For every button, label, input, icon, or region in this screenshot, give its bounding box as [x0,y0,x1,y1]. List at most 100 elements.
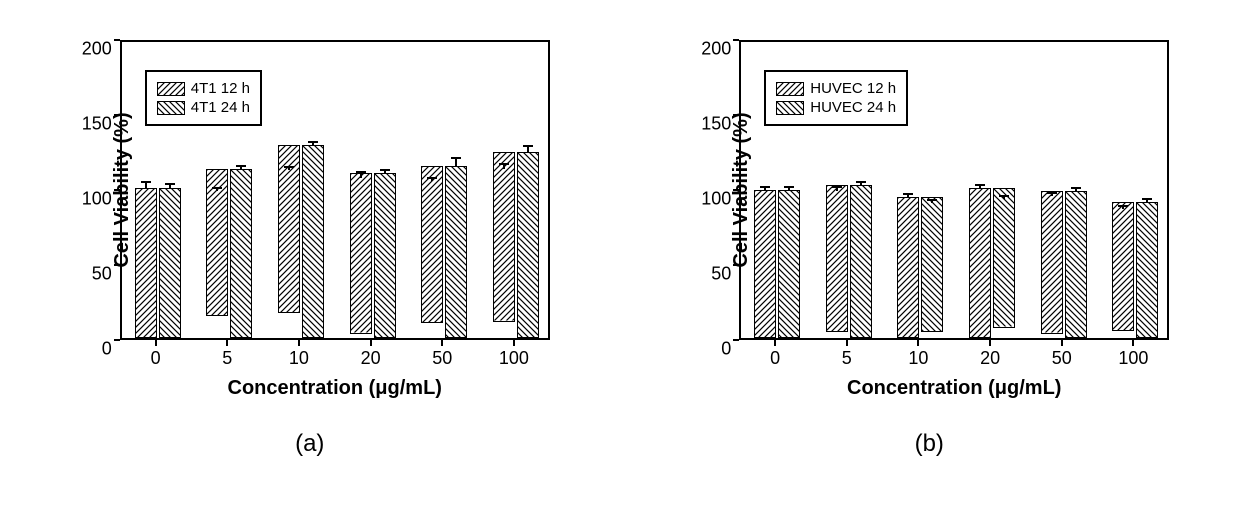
bar-group [825,185,873,338]
x-tick-mark [226,340,228,346]
error-cap [380,169,390,171]
x-tick-label: 5 [842,348,852,369]
x-tick-mark [846,340,848,346]
sublabel-a: (a) [295,430,324,458]
error-cap [141,181,151,183]
bar-group [1111,202,1159,339]
legend-label: HUVEC 12 h [810,80,896,97]
error-cap [760,186,770,188]
bar-group [420,166,468,339]
y-tick-label: 0 [721,339,731,360]
legend: HUVEC 12 h HUVEC 24 h [764,70,908,126]
chart-a: 050100150200Cell Viability (%)0510205010… [50,20,570,420]
bar-group [205,169,253,339]
legend-label: 4T1 24 h [191,99,250,116]
x-tick-label: 20 [361,348,381,369]
bar [493,152,515,322]
legend-item: 4T1 12 h [157,80,250,97]
bar [1041,191,1063,334]
bar [826,185,848,332]
x-tick-mark [774,340,776,346]
legend-item: HUVEC 24 h [776,99,896,116]
error-cap [499,163,509,165]
error-cap [999,195,1009,197]
bar [1136,202,1158,339]
x-tick-label: 50 [432,348,452,369]
y-tick-label: 50 [92,264,112,285]
legend-swatch [157,82,185,96]
error-cap [356,171,366,173]
error-cap [212,187,222,189]
error-cap [975,184,985,186]
bar-group [896,197,944,338]
y-tick-label: 100 [82,189,112,210]
x-tick-label: 10 [289,348,309,369]
error-cap [784,186,794,188]
y-tick-mark [733,39,739,41]
y-tick-label: 100 [701,189,731,210]
bar [921,197,943,332]
y-tick-label: 0 [102,339,112,360]
bar [135,188,157,338]
legend-swatch [157,101,185,115]
legend-item: 4T1 24 h [157,99,250,116]
error-cap [1071,187,1081,189]
y-axis: 050100150200Cell Viability (%) [669,40,739,340]
error-cap [1047,192,1057,194]
x-tick-mark [155,340,157,346]
error-cap [903,193,913,195]
x-tick-mark [370,340,372,346]
panel-b: 050100150200Cell Viability (%)0510205010… [660,20,1200,492]
bar-group [349,173,397,338]
x-axis-label: Concentration (μg/mL) [847,377,1061,400]
x-tick-mark [1132,340,1134,346]
panel-a: 050100150200Cell Viability (%)0510205010… [40,20,580,492]
error-cap [165,183,175,185]
bar [445,166,467,339]
error-cap [1142,198,1152,200]
y-tick-label: 150 [701,114,731,135]
bar [350,173,372,334]
y-axis: 050100150200Cell Viability (%) [50,40,120,340]
bar [1112,202,1134,331]
x-tick-label: 0 [770,348,780,369]
x-tick-label: 100 [499,348,529,369]
y-tick-label: 150 [82,114,112,135]
x-tick-mark [1061,340,1063,346]
legend-item: HUVEC 12 h [776,80,896,97]
legend: 4T1 12 h 4T1 24 h [145,70,262,126]
x-tick-label: 50 [1052,348,1072,369]
bar [1065,191,1087,338]
legend-label: HUVEC 24 h [810,99,896,116]
bar [302,145,324,339]
bar-group [753,190,801,339]
x-axis: 05102050100Concentration (μg/mL) [739,340,1169,420]
y-tick-label: 50 [711,264,731,285]
bar [993,188,1015,328]
x-tick-label: 10 [908,348,928,369]
bar-group [134,188,182,338]
bar [850,185,872,338]
x-tick-label: 5 [222,348,232,369]
error-bar [455,158,457,166]
bar-group [968,188,1016,338]
x-axis-label: Concentration (μg/mL) [228,377,442,400]
y-tick-label: 200 [82,39,112,60]
bar [159,188,181,338]
bar [778,190,800,339]
error-cap [927,199,937,201]
error-cap [832,186,842,188]
bar [754,190,776,339]
error-cap [427,177,437,179]
x-tick-mark [917,340,919,346]
sublabel-b: (b) [915,430,944,458]
bar [969,188,991,338]
error-cap [1118,205,1128,207]
error-cap [236,165,246,167]
bar [517,152,539,338]
x-axis: 05102050100Concentration (μg/mL) [120,340,550,420]
bar [230,169,252,339]
figure-container: 050100150200Cell Viability (%)0510205010… [0,0,1239,512]
bar [421,166,443,324]
x-tick-mark [298,340,300,346]
